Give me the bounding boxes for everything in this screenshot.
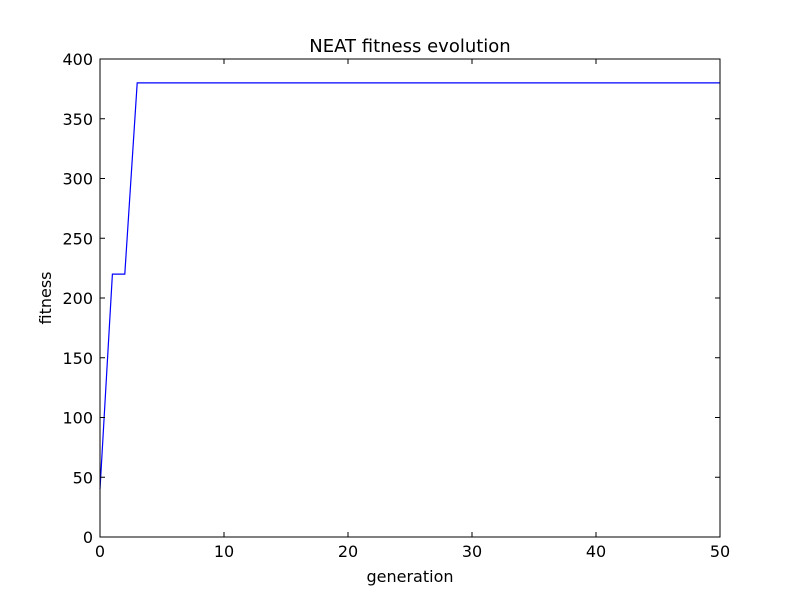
x-tick-label: 0 (95, 542, 105, 561)
series-layer (99, 82, 720, 490)
y-tick-label: 100 (62, 409, 93, 428)
x-tick-label: 40 (586, 542, 606, 561)
x-axis-label: generation (366, 567, 453, 586)
y-axis-label: fitness (36, 271, 55, 324)
x-tick-label: 10 (214, 542, 234, 561)
y-tick-label: 0 (83, 528, 93, 547)
y-tick-label: 50 (73, 468, 93, 487)
y-tick-label: 250 (62, 229, 93, 248)
x-tick-label: 20 (338, 542, 358, 561)
y-tick-label: 300 (62, 170, 93, 189)
x-tick-label: 50 (710, 542, 730, 561)
y-tick-label: 400 (62, 50, 93, 69)
y-tick-label: 350 (62, 110, 93, 129)
y-tick-label: 150 (62, 349, 93, 368)
series-line-0 (99, 82, 720, 490)
y-tick-label: 200 (62, 289, 93, 308)
x-tick-label: 30 (462, 542, 482, 561)
plot-area (100, 59, 720, 537)
chart-title: NEAT fitness evolution (309, 36, 510, 57)
ticks-layer: 0 10 20 30 40 50 0 50 100 150 200 250 300 350 400 (62, 50, 730, 561)
